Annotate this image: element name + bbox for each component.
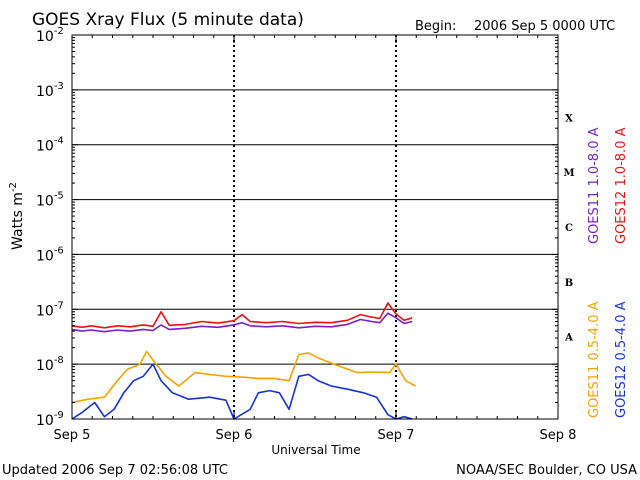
y-tick-label-base: 10 [36,248,54,264]
y-tick-label-base: 10 [36,303,54,319]
flare-class-label: X [565,113,573,124]
y-tick-label: 10-9 [36,410,64,429]
y-tick-label-exponent: -8 [54,355,64,366]
y-tick-label: 10-6 [36,245,64,264]
x-tick-label: Sep 5 [54,428,91,443]
x-axis-ticks: Sep 5 Sep 6 Sep 7 Sep 8 [54,35,577,443]
y-tick-label: 10-7 [36,300,64,319]
legend-entry: GOES11 1.0-8.0 A [587,127,602,244]
series-line-4 [71,363,413,420]
y-tick-label-base: 10 [36,358,54,374]
y-tick-label: 10-2 [36,26,64,45]
updated-timestamp: Updated 2006 Sep 7 02:56:08 UTC [2,463,228,478]
y-tick-label-exponent: -4 [54,136,64,147]
x-axis-label: Universal Time [271,443,360,457]
flare-class-label: A [564,333,573,344]
y-tick-label-exponent: -2 [54,26,64,37]
chart-title: GOES Xray Flux (5 minute data) [32,10,304,30]
legend-entry: GOES12 1.0-8.0 A [614,127,629,244]
flare-class-label: M [563,168,574,179]
y-tick-label: 10-4 [36,136,64,155]
y-tick-label-exponent: -6 [54,245,64,256]
y-tick-label-exponent: -9 [54,410,64,421]
y-axis-label-superscript: -2 [8,182,19,192]
flare-class-label: C [565,223,573,234]
y-tick-label-base: 10 [36,194,54,210]
y-tick-label-exponent: -7 [54,300,64,311]
legend: GOES11 1.0-8.0 A GOES12 1.0-8.0 A GOES11 0… [587,127,629,418]
y-tick-label: 10-8 [36,355,64,374]
flare-class-label: B [565,278,573,289]
x-tick-label: Sep 7 [378,428,415,443]
y-tick-label: 10-5 [36,191,64,210]
x-tick-label: Sep 8 [540,428,577,443]
y-tick-label-base: 10 [36,84,54,100]
y-tick-label-base: 10 [36,139,54,155]
series-lines [71,302,416,420]
y-tick-label-base: 10 [36,413,54,429]
series-line-2 [71,302,413,329]
legend-entry: GOES12 0.5-4.0 A [614,301,629,418]
y-tick-label: 10-3 [36,81,64,100]
begin-value: 2006 Sep 5 0000 UTC [474,19,615,34]
series-line-3 [71,350,416,404]
x-tick-label: Sep 6 [216,428,253,443]
y-tick-label-exponent: -5 [54,191,64,202]
begin-label: Begin: [415,19,456,34]
legend-entry: GOES11 0.5-4.0 A [587,301,602,418]
y-tick-label-exponent: -3 [54,81,64,92]
y-tick-label-base: 10 [36,29,54,45]
flare-class-labels: X M C B A [563,113,574,343]
series-line-1 [71,312,413,333]
source-credit: NOAA/SEC Boulder, CO USA [456,463,637,478]
y-axis-ticks: 10-210-310-410-510-610-710-810-9 [36,26,558,429]
y-axis-label: Watts m-2 [8,182,26,250]
y-axis-label-text: Watts m [10,192,26,250]
